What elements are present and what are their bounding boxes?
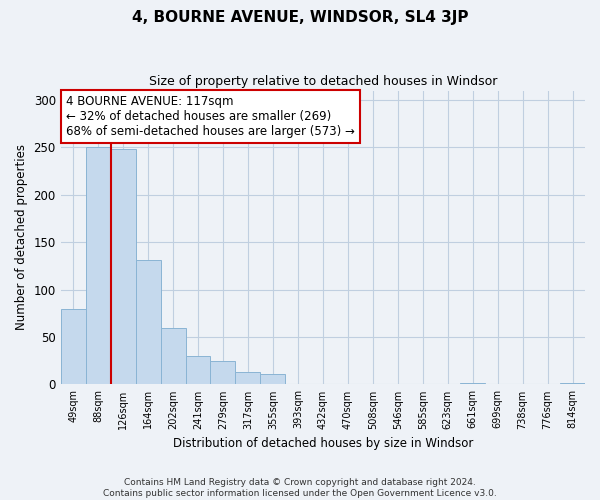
Bar [211, 360, 235, 384]
Text: Contains HM Land Registry data © Crown copyright and database right 2024.
Contai: Contains HM Land Registry data © Crown c… [103, 478, 497, 498]
Text: 4 BOURNE AVENUE: 117sqm
← 32% of detached houses are smaller (269)
68% of semi-d: 4 BOURNE AVENUE: 117sqm ← 32% of detache… [66, 95, 355, 138]
Bar [235, 372, 260, 384]
Title: Size of property relative to detached houses in Windsor: Size of property relative to detached ho… [149, 75, 497, 88]
Y-axis label: Number of detached properties: Number of detached properties [15, 144, 28, 330]
X-axis label: Distribution of detached houses by size in Windsor: Distribution of detached houses by size … [173, 437, 473, 450]
Text: 4, BOURNE AVENUE, WINDSOR, SL4 3JP: 4, BOURNE AVENUE, WINDSOR, SL4 3JP [132, 10, 468, 25]
Bar [161, 328, 185, 384]
Bar [460, 382, 485, 384]
Bar [61, 308, 86, 384]
Bar [260, 374, 286, 384]
Bar [110, 150, 136, 384]
Bar [136, 260, 161, 384]
Bar [86, 148, 110, 384]
Bar [185, 356, 211, 384]
